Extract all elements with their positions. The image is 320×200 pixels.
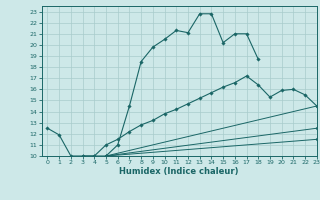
X-axis label: Humidex (Indice chaleur): Humidex (Indice chaleur) bbox=[119, 167, 239, 176]
